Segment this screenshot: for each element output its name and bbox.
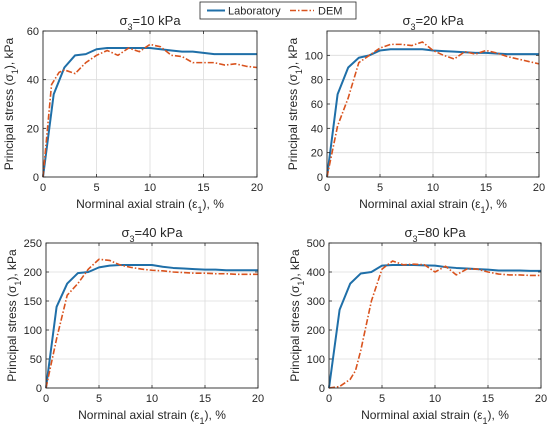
subplot-title: σ3=40 kPa — [121, 225, 183, 244]
x-tick-label: 20 — [251, 182, 263, 194]
y-tick-label: 100 — [307, 354, 325, 366]
subplot-1: 0 5 10 15 20 0 20 40 60 σ3=10 kPa Norminal axial s… — [2, 13, 263, 215]
y-tick-label: 20 — [27, 123, 39, 135]
x-tick-label: 5 — [96, 393, 102, 405]
x-tick-label: 10 — [427, 182, 439, 194]
x-tick-label: 20 — [533, 182, 545, 194]
y-tick-label: 0 — [33, 172, 39, 184]
x-tick-label: 10 — [429, 393, 441, 405]
y-tick-label: 150 — [24, 296, 42, 308]
y-tick-label: 40 — [27, 75, 39, 87]
subplot-title: σ3=10 kPa — [119, 13, 181, 32]
y-tick-label: 0 — [36, 383, 42, 395]
y-tick-label: 300 — [307, 296, 325, 308]
series-line-laboratory — [42, 47, 257, 178]
x-tick-label: 5 — [93, 182, 99, 194]
x-axis-label: Norminal axial strain (ε1), % — [359, 197, 507, 215]
x-tick-label: 5 — [379, 393, 385, 405]
y-tick-label: 60 — [27, 26, 39, 38]
y-tick-label: 0 — [319, 383, 325, 395]
x-tick-label: 15 — [480, 182, 492, 194]
series-line-dem — [326, 41, 540, 178]
y-tick-label: 100 — [24, 325, 42, 337]
subplot-2: 0 5 10 15 20 0 20 40 60 80 100 σ3=20 kPa Norminal ax… — [286, 13, 545, 215]
y-axis-label: Principal stress (σ1), kPa — [5, 249, 23, 382]
y-tick-label: 50 — [30, 354, 42, 366]
y-axis-label: Principal stress (σ1), kPa — [288, 249, 306, 382]
y-axis-label: Principal stress (σ1), kPa — [286, 37, 304, 170]
y-axis-label: Principal stress (σ1), kPa — [2, 37, 20, 170]
series-line-laboratory — [328, 264, 541, 389]
series-line-dem — [42, 43, 258, 178]
subplot-title: σ3=20 kPa — [402, 13, 464, 32]
legend-box — [199, 1, 357, 20]
x-tick-label: 10 — [146, 393, 158, 405]
series-line-dem — [328, 260, 541, 389]
x-tick-label: 10 — [144, 182, 156, 194]
x-tick-label: 0 — [43, 393, 49, 405]
x-axis-label: Norminal axial strain (ε1), % — [361, 408, 509, 426]
y-tick-label: 40 — [311, 123, 323, 135]
x-tick-label: 15 — [482, 393, 494, 405]
legend-label-dem: DEM — [318, 6, 342, 18]
y-tick-label: 100 — [305, 50, 323, 62]
y-tick-label: 0 — [317, 172, 323, 184]
y-tick-label: 500 — [307, 238, 325, 250]
x-axis-label: Norminal axial strain (ε1), % — [76, 197, 224, 215]
y-tick-label: 60 — [311, 99, 323, 111]
legend-label-laboratory: Laboratory — [228, 6, 281, 18]
subplot-title: σ3=80 kPa — [404, 225, 466, 244]
y-tick-label: 250 — [24, 238, 42, 250]
y-tick-label: 200 — [307, 325, 325, 337]
y-tick-label: 80 — [311, 75, 323, 87]
legend: Laboratory DEM — [199, 1, 357, 20]
x-tick-label: 15 — [197, 182, 209, 194]
x-tick-label: 0 — [324, 182, 330, 194]
x-tick-label: 5 — [377, 182, 383, 194]
series-line-laboratory — [45, 264, 258, 389]
x-tick-label: 15 — [199, 393, 211, 405]
y-tick-label: 20 — [311, 148, 323, 160]
series-line-laboratory — [326, 48, 539, 178]
x-tick-label: 0 — [326, 393, 332, 405]
x-tick-label: 0 — [40, 182, 46, 194]
x-axis-label: Norminal axial strain (ε1), % — [78, 408, 226, 426]
x-tick-label: 20 — [535, 393, 547, 405]
y-tick-label: 200 — [24, 267, 42, 279]
series-line-dem — [45, 258, 258, 389]
y-tick-label: 400 — [307, 267, 325, 279]
x-tick-label: 20 — [252, 393, 264, 405]
